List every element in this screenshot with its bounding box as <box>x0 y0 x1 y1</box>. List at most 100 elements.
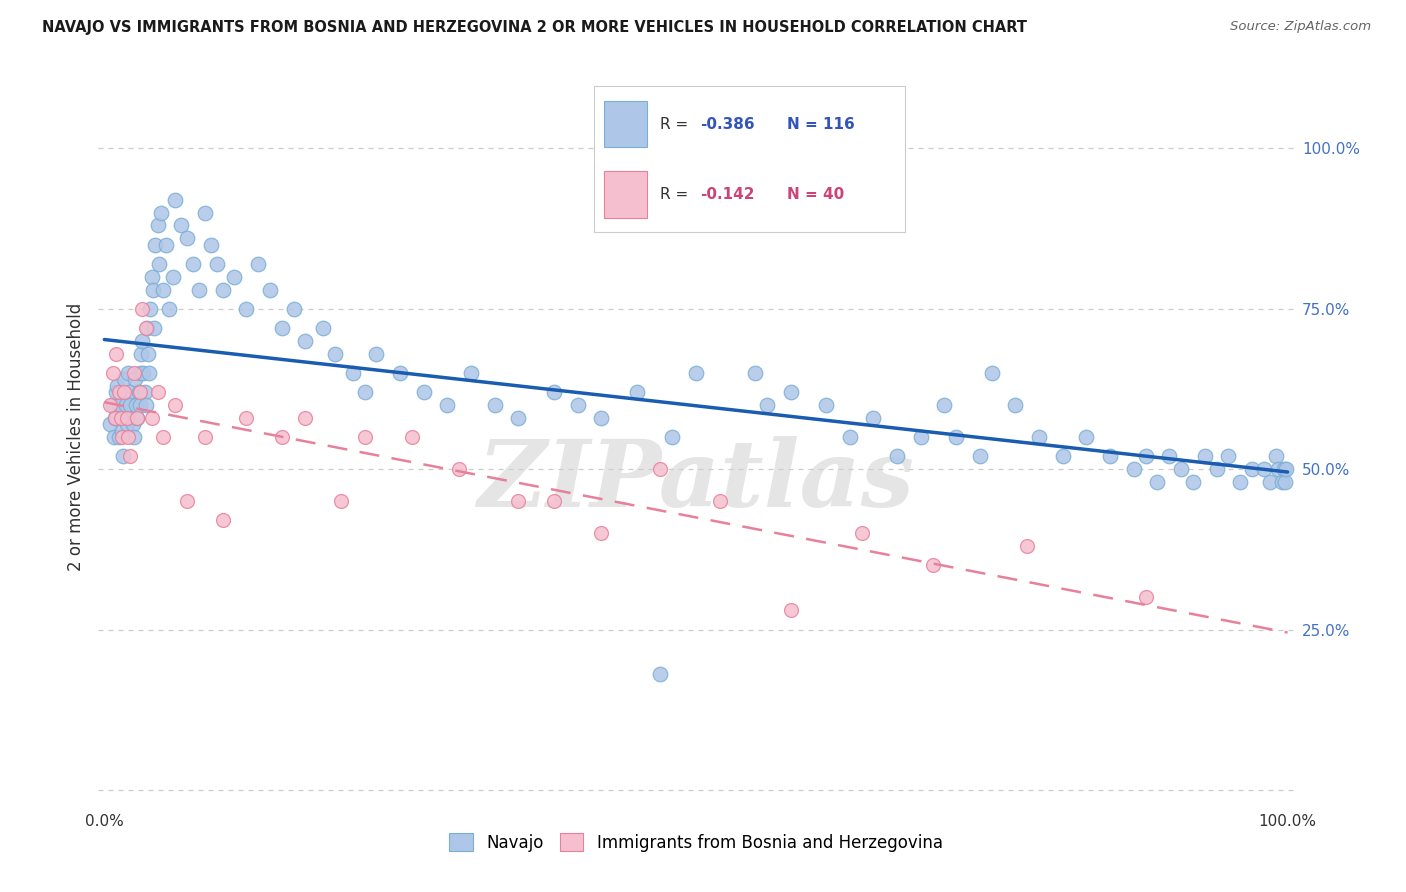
Point <box>128 385 150 400</box>
Point <box>945 430 967 444</box>
Point <box>1264 450 1286 464</box>
Point <box>744 366 766 380</box>
Point <box>543 494 565 508</box>
Point <box>117 366 139 380</box>
Point <box>110 410 132 425</box>
Point <box>294 410 316 425</box>
Point <box>886 450 908 464</box>
Point <box>323 346 346 360</box>
Point <box>312 321 335 335</box>
Point <box>591 526 613 541</box>
Point <box>176 494 198 508</box>
Point <box>105 378 128 392</box>
Point <box>128 385 150 400</box>
Point <box>294 334 316 348</box>
Point <box>270 321 292 335</box>
Point <box>122 430 145 444</box>
Point <box>685 366 707 380</box>
Point <box>815 398 838 412</box>
Point <box>135 398 157 412</box>
Point <box>1253 462 1275 476</box>
Point <box>117 430 139 444</box>
Point <box>125 398 148 412</box>
Point <box>709 494 731 508</box>
Point <box>143 237 166 252</box>
Point <box>755 398 778 412</box>
Point <box>120 450 142 464</box>
Point <box>205 257 228 271</box>
Point <box>342 366 364 380</box>
Point <box>980 366 1002 380</box>
Point <box>194 205 217 219</box>
Point <box>138 366 160 380</box>
Point <box>921 558 943 573</box>
Point <box>115 410 138 425</box>
Point <box>134 385 156 400</box>
Point <box>127 410 149 425</box>
Point <box>148 257 170 271</box>
Point <box>101 398 124 412</box>
Point <box>150 205 173 219</box>
Point <box>838 430 860 444</box>
Point <box>112 450 135 464</box>
Point <box>128 398 150 412</box>
Point <box>934 398 956 412</box>
Point <box>1218 450 1240 464</box>
Point <box>1076 430 1098 444</box>
Point <box>170 219 193 233</box>
Legend: Navajo, Immigrants from Bosnia and Herzegovina: Navajo, Immigrants from Bosnia and Herze… <box>441 825 950 860</box>
Point <box>969 450 991 464</box>
Point <box>211 514 233 528</box>
Point <box>224 269 246 284</box>
Point <box>103 430 125 444</box>
Point <box>330 494 353 508</box>
Text: Source: ZipAtlas.com: Source: ZipAtlas.com <box>1230 20 1371 33</box>
Point <box>128 366 150 380</box>
Point <box>1194 450 1216 464</box>
Point <box>111 424 134 438</box>
Point <box>1274 475 1296 489</box>
Point <box>98 398 121 412</box>
Point <box>389 366 412 380</box>
Point <box>1267 462 1289 476</box>
Point <box>1170 462 1192 476</box>
Point <box>105 346 128 360</box>
Point <box>910 430 932 444</box>
Point <box>162 269 184 284</box>
Point <box>111 430 134 444</box>
Point <box>152 430 174 444</box>
Point <box>200 237 222 252</box>
Point <box>194 430 217 444</box>
Point <box>1052 450 1074 464</box>
Point <box>104 410 127 425</box>
Point <box>1135 450 1157 464</box>
Point <box>105 385 128 400</box>
Point <box>157 301 180 316</box>
Point <box>1271 475 1294 489</box>
Point <box>114 385 136 400</box>
Point <box>115 417 138 432</box>
Point <box>626 385 648 400</box>
Point <box>114 398 136 412</box>
Point <box>104 410 127 425</box>
Point <box>127 410 149 425</box>
Point <box>114 372 136 386</box>
Point <box>131 334 153 348</box>
Point <box>1017 539 1039 553</box>
Point <box>460 366 482 380</box>
Point <box>121 417 143 432</box>
Point <box>124 372 146 386</box>
Point <box>235 410 257 425</box>
Point <box>111 410 134 425</box>
Text: ZIPatlas: ZIPatlas <box>478 436 914 526</box>
Point <box>101 366 124 380</box>
Point <box>1028 430 1050 444</box>
Point <box>851 526 873 541</box>
Point <box>567 398 589 412</box>
Point <box>259 283 281 297</box>
Point <box>412 385 434 400</box>
Point <box>353 430 375 444</box>
Point <box>122 366 145 380</box>
Point <box>661 430 683 444</box>
Point <box>129 346 152 360</box>
